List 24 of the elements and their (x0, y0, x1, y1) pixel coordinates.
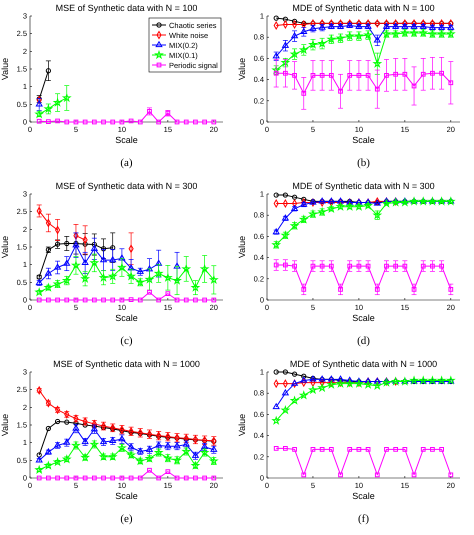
text: (c) (120, 335, 133, 347)
x-axis-title: Scale (352, 135, 375, 145)
y-axis-title: Value (0, 414, 10, 436)
x-axis-title: Scale (352, 313, 375, 323)
text: (d) (357, 335, 370, 347)
chart-title: MDE of Synthetic data with N = 100 (292, 3, 435, 13)
y-axis-title: Value (0, 58, 10, 80)
x-axis-title: Scale (115, 135, 138, 145)
chart-title: MSE of Synthetic data with N = 1000 (53, 359, 200, 369)
x-axis-title: Scale (352, 491, 375, 501)
chart-title: MDE of Synthetic data with N = 300 (292, 181, 435, 191)
y-axis-title: Value (237, 58, 247, 80)
y-axis-title: Value (237, 236, 247, 258)
text: (a) (120, 157, 133, 169)
text: (e) (120, 513, 133, 525)
chart-title: MDE of Synthetic data with N = 1000 (290, 359, 438, 369)
y-axis-title: Value (0, 236, 10, 258)
text: (f) (358, 513, 370, 525)
y-axis-title: Value (237, 414, 247, 436)
x-axis-title: Scale (115, 491, 138, 501)
chart-title: MSE of Synthetic data with N = 300 (56, 181, 198, 191)
x-axis-title: Scale (115, 313, 138, 323)
text: (b) (357, 157, 370, 169)
chart-title: MSE of Synthetic data with N = 100 (56, 3, 198, 13)
